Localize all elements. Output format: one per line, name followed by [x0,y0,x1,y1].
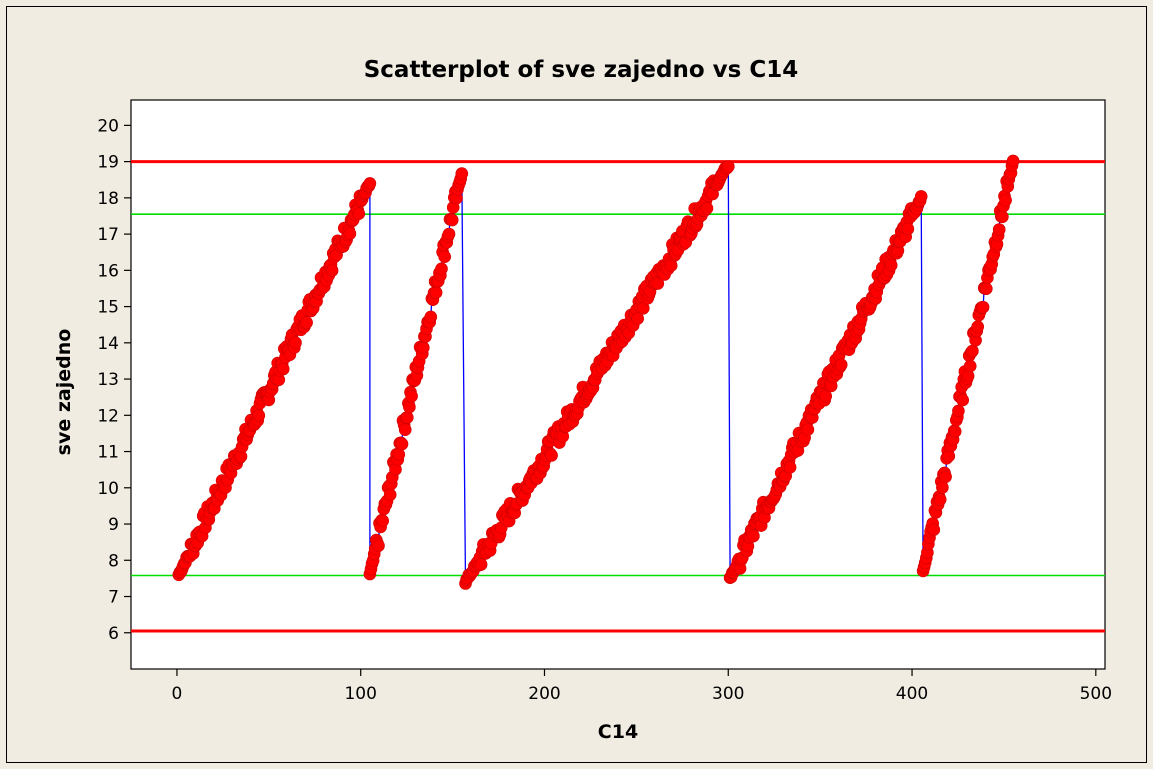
data-point [442,227,456,241]
data-point [927,523,941,537]
chart-frame: Scatterplot of sve zajedno vs C14 0 100 20… [6,6,1147,763]
data-point [252,409,266,422]
chart-title: Scatterplot of sve zajedno vs C14 [364,57,799,83]
data-point [979,282,993,296]
data-point [395,437,409,451]
data-point [1006,154,1020,168]
data-point [948,425,962,438]
data-point [936,481,949,494]
data-point [834,358,848,372]
plot-area [130,99,1106,670]
x-axis-label: C14 [598,721,638,743]
y-tick-label: 10 [97,479,119,499]
data-point [942,449,956,463]
data-point [747,529,760,543]
data-point [976,300,990,314]
y-tick-label: 17 [97,225,119,245]
data-point [952,404,965,418]
y-tick-label: 11 [97,443,119,463]
data-point [992,223,1006,236]
data-point [383,488,397,502]
data-point [700,202,714,215]
data-point [372,539,385,553]
data-point [435,262,448,276]
data-point [398,423,412,437]
data-point [343,227,357,240]
x-axis: 0 100 200 300 400 500 [172,669,1112,704]
x-tick-label: 400 [896,684,928,704]
x-tick-label: 100 [344,684,376,704]
y-tick-label: 19 [97,153,119,173]
data-point [445,213,459,227]
data-point [901,222,915,236]
data-point [999,194,1012,207]
data-point [325,264,339,277]
data-point [289,336,302,350]
y-tick-label: 18 [97,189,119,209]
data-point [939,470,952,484]
data-point [963,359,977,373]
data-point [914,190,928,203]
data-point [405,389,418,403]
x-tick-label: 300 [712,684,744,704]
y-tick-label: 9 [108,515,119,535]
data-point [933,493,947,506]
data-point [996,210,1009,224]
x-tick-label: 500 [1080,684,1112,704]
data-point [403,400,416,414]
scatterplot: Scatterplot of sve zajedno vs C14 0 100 20… [53,57,1112,743]
data-point [956,393,970,407]
reference-lines [131,160,1105,633]
y-axis: 6 7 8 9 10 11 12 13 14 15 16 17 18 19 20 [97,116,131,644]
data-point [474,558,488,571]
data-point [300,316,313,329]
data-point [966,344,979,358]
data-point [721,160,735,173]
data-point [429,286,443,299]
data-point [416,341,430,354]
data-point [438,250,452,263]
y-tick-label: 7 [108,588,119,608]
y-tick-label: 14 [97,334,119,354]
data-point [801,423,815,436]
y-tick-label: 12 [97,406,119,426]
data-point [376,514,390,528]
x-tick-label: 200 [528,684,560,704]
data-point [819,389,833,403]
y-tick-label: 15 [97,298,119,318]
data-point [276,362,290,376]
data-point [352,207,366,220]
data-point [424,310,438,324]
data-points [172,154,1020,590]
x-tick-label: 0 [172,684,183,704]
y-tick-label: 16 [97,261,119,281]
data-point [363,177,377,190]
data-point [783,460,797,474]
data-point [545,449,558,462]
y-tick-label: 20 [97,116,119,136]
y-tick-label: 13 [97,370,119,390]
y-tick-label: 6 [108,624,119,644]
data-point [884,258,898,272]
y-tick-label: 8 [108,551,119,571]
data-point [971,320,985,334]
y-axis-label: sve zajedno [53,329,75,456]
data-point [455,167,469,180]
data-point [400,411,414,424]
